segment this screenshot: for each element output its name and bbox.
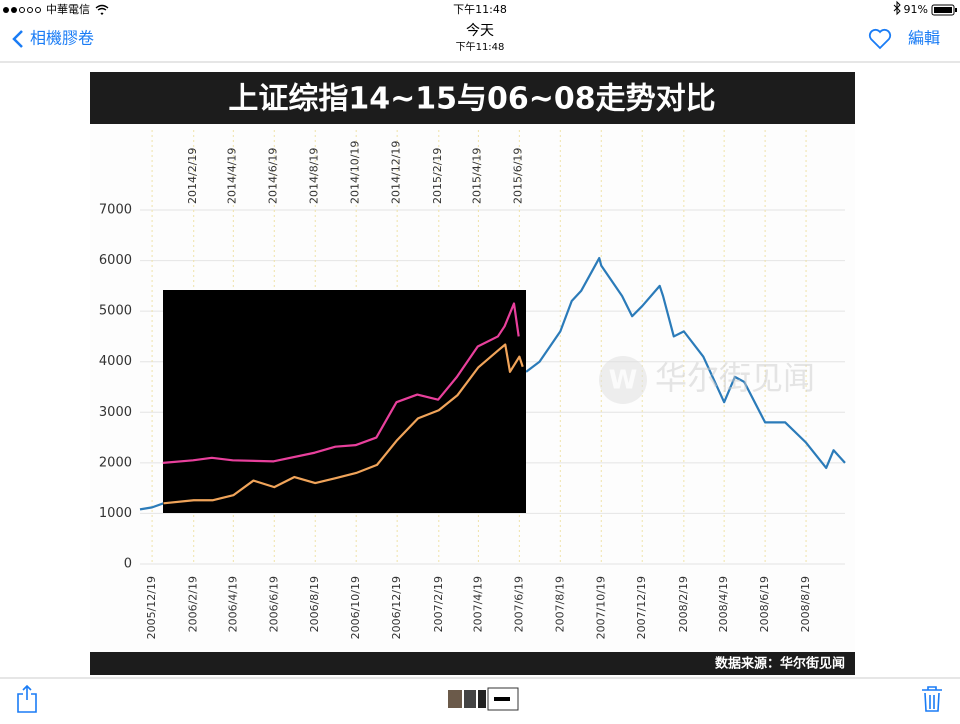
y-tick-label: 7000 [99, 203, 132, 218]
x2-tick-label: 2015/6/19 [512, 148, 525, 204]
nav-title: 今天 [466, 23, 494, 39]
y-tick-label: 0 [124, 557, 132, 572]
series-line [162, 302, 520, 464]
carrier: 中華電信 [46, 3, 90, 16]
y-tick-label: 3000 [99, 405, 132, 420]
watermark: 华尔街见闻 [655, 359, 815, 397]
nav-subtitle: 下午11:48 [456, 40, 505, 53]
inset-box [163, 290, 526, 513]
wifi-icon [95, 4, 109, 15]
battery-icon [931, 4, 957, 16]
x-tick-label: 2006/4/19 [226, 576, 239, 632]
x-tick-label: 2007/12/19 [635, 576, 648, 639]
x-tick-label: 2006/12/19 [390, 576, 403, 639]
x-tick-label: 2008/4/19 [717, 576, 730, 632]
x-tick-label: 2007/10/19 [594, 576, 607, 639]
back-button[interactable]: 相機膠卷 [30, 29, 94, 48]
series-line [163, 343, 524, 505]
x-tick-label: 2006/10/19 [349, 576, 362, 639]
chart-title: 上证综指14~15与06~08走势对比 [228, 82, 715, 117]
x-tick-label: 2008/8/19 [799, 576, 812, 632]
source-bar [90, 652, 855, 675]
series-line [139, 256, 846, 511]
x-tick-label: 2007/8/19 [553, 576, 566, 632]
watermark-logo [599, 356, 647, 404]
x-tick-label: 2008/6/19 [758, 576, 771, 632]
bluetooth-icon [893, 0, 901, 16]
x2-tick-label: 2015/4/19 [471, 148, 484, 204]
thumbnail-strip[interactable] [448, 687, 519, 711]
x2-tick-label: 2014/10/19 [349, 141, 362, 204]
x-tick-label: 2007/6/19 [512, 576, 525, 632]
y-tick-label: 2000 [99, 455, 132, 470]
x-tick-label: 2007/4/19 [471, 576, 484, 632]
edit-button[interactable]: 編輯 [908, 29, 940, 48]
battery-text: 91% [904, 3, 928, 16]
back-arrow[interactable] [12, 30, 23, 48]
y-tick-label: 6000 [99, 253, 132, 268]
x2-tick-label: 2014/4/19 [226, 148, 239, 204]
x-tick-label: 2006/8/19 [308, 576, 321, 632]
signal-dots [3, 7, 41, 13]
x2-tick-label: 2014/2/19 [186, 148, 199, 204]
y-tick-label: 4000 [99, 354, 132, 369]
watermark-logo-letter: W [609, 366, 638, 396]
source-text: 数据来源：华尔街见闻 [715, 656, 845, 672]
x2-tick-label: 2015/2/19 [431, 148, 444, 204]
x-tick-label: 2005/12/19 [145, 576, 158, 639]
x-tick-label: 2008/2/19 [677, 576, 690, 632]
x2-tick-label: 2014/6/19 [267, 148, 280, 204]
x-tick-label: 2006/6/19 [267, 576, 280, 632]
status-time: 下午11:48 [453, 3, 507, 16]
trash-button[interactable] [922, 686, 942, 712]
x2-tick-label: 2014/12/19 [389, 141, 402, 204]
favorite-button[interactable] [868, 28, 892, 50]
y-tick-label: 1000 [99, 506, 132, 521]
x2-tick-label: 2014/8/19 [308, 148, 321, 204]
x-tick-label: 2006/2/19 [187, 576, 200, 632]
x-tick-label: 2007/2/19 [432, 576, 445, 632]
chart-image: 上证综指14~15与06~08走势对比 数据来源：华尔街见闻 0 1000 2000… [90, 72, 855, 675]
share-button[interactable] [17, 684, 37, 713]
title-bar [90, 72, 855, 124]
y-tick-label: 5000 [99, 304, 132, 319]
